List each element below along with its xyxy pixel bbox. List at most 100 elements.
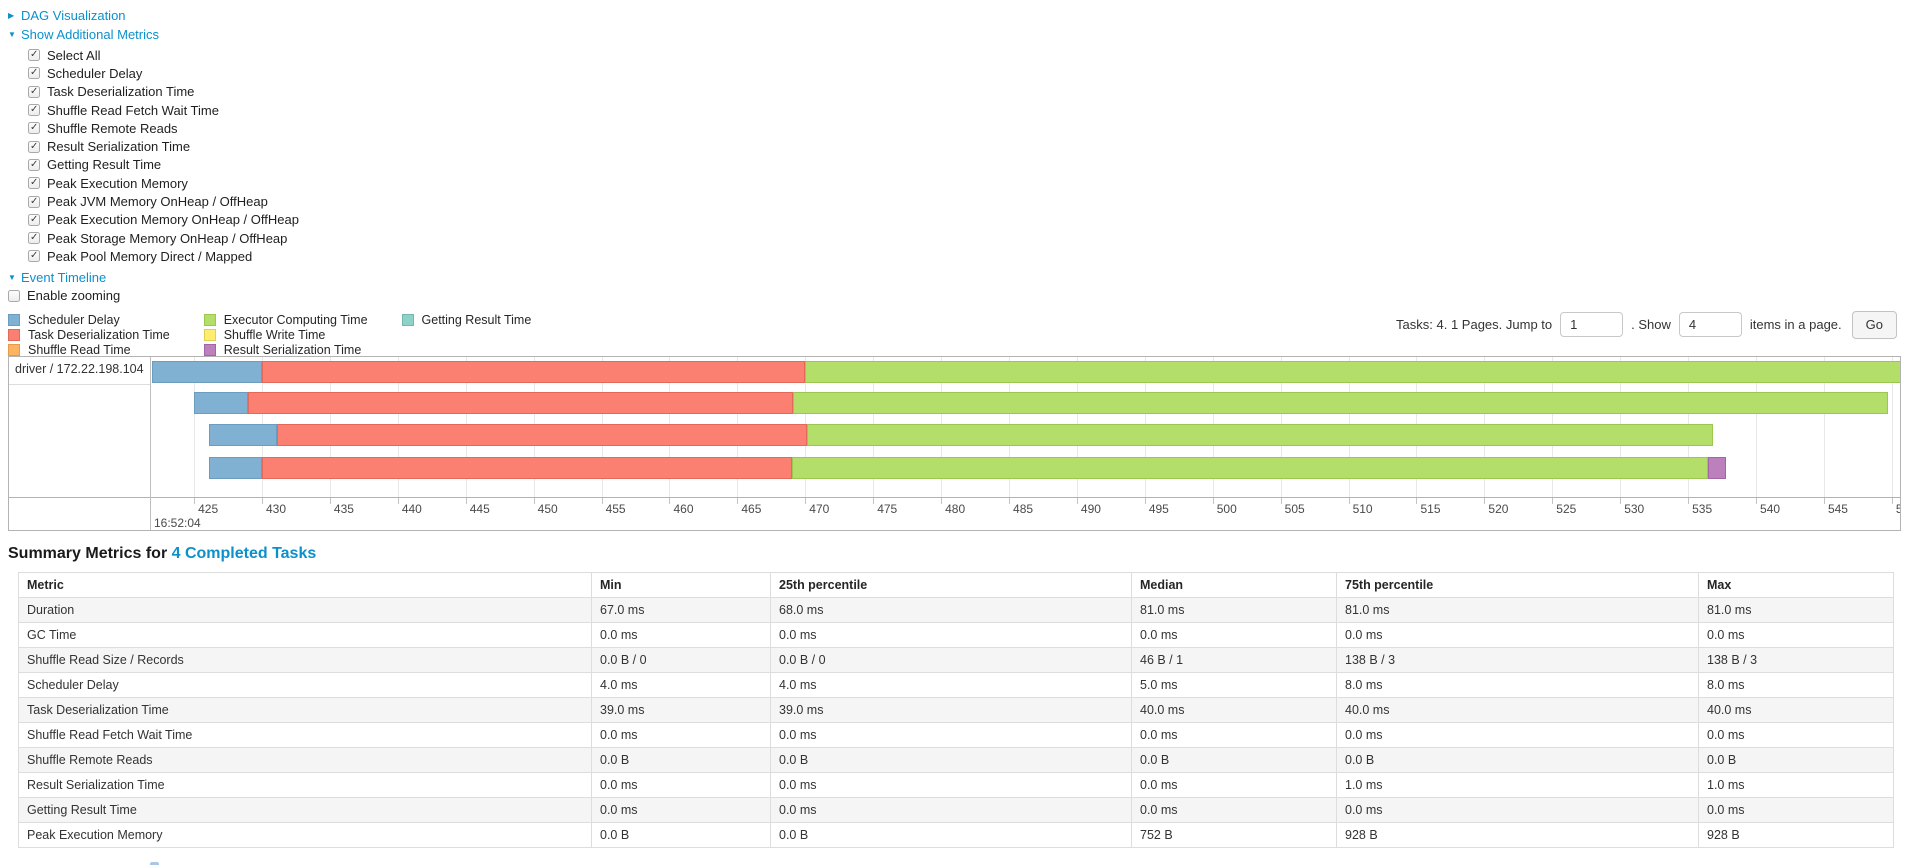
checkbox-peak-jvm-memory-onheap-offheap[interactable]: [28, 195, 40, 208]
enable-zooming-row: Enable zooming: [8, 287, 1907, 305]
task-bar-segment-scheduler_delay[interactable]: [152, 360, 262, 383]
metric-value-cell: 0.0 ms: [770, 721, 1132, 748]
timeline-group-column: driver / 172.22.198.104: [9, 356, 151, 530]
legend-label: Scheduler Delay: [28, 313, 120, 328]
checkbox-label: Shuffle Remote Reads: [47, 120, 178, 136]
task-bar-segment-scheduler_delay[interactable]: [209, 423, 277, 446]
axis-tick-label: 530: [1624, 501, 1645, 516]
task-bar-segment-task_deserialization[interactable]: [262, 360, 806, 383]
metric-value-cell: 0.0 B: [591, 746, 771, 773]
column-header-25th-percentile: 25th percentile: [770, 571, 1132, 598]
metric-value-cell: 81.0 ms: [1131, 596, 1337, 623]
summary-metrics-title: Summary Metrics for 4 Completed Tasks: [8, 545, 1907, 563]
checkbox-peak-pool-memory-direct-mapped[interactable]: [28, 250, 40, 263]
checkbox-label: Peak Pool Memory Direct / Mapped: [47, 248, 253, 264]
show-additional-metrics-link[interactable]: Show Additional Metrics: [21, 27, 160, 42]
task-bar-segment-executor_computing[interactable]: [793, 391, 1888, 414]
checkbox-label: Shuffle Read Fetch Wait Time: [47, 102, 219, 118]
legend-label: Shuffle Write Time: [223, 328, 326, 343]
checkbox-shuffle-remote-reads[interactable]: [28, 122, 40, 135]
checkbox-shuffle-read-fetch-wait-time[interactable]: [28, 104, 40, 117]
task-bar-segment-executor_computing[interactable]: [805, 360, 1900, 383]
table-row: Result Serialization Time 0.0 ms 0.0 ms 0.0…: [18, 771, 1894, 798]
axis-tick-mark: [329, 497, 331, 504]
axis-tick-label: 435: [333, 501, 354, 516]
axis-tick-mark: [1416, 497, 1418, 504]
axis-tick-mark: [1891, 497, 1893, 504]
axis-tick-label: 470: [809, 501, 830, 516]
task-bar-segment-task_deserialization[interactable]: [248, 391, 794, 414]
metric-name-cell: Task Deserialization Time: [18, 696, 592, 723]
checkbox-peak-execution-memory[interactable]: [28, 177, 40, 190]
axis-tick-label: 505: [1284, 501, 1305, 516]
axis-tick-mark: [262, 497, 263, 504]
checkbox-result-serialization-time[interactable]: [28, 140, 40, 153]
axis-tick-mark: [601, 497, 603, 504]
metric-value-cell: 0.0 B / 0: [591, 646, 771, 673]
task-bar-segment-scheduler_delay[interactable]: [194, 391, 249, 414]
gridline: [1891, 356, 1893, 497]
legend-item-task-deserialization-time: Task Deserialization Time: [8, 328, 170, 343]
task-bar-segment-scheduler_delay[interactable]: [209, 456, 262, 479]
dag-visualization-link[interactable]: DAG Visualization: [21, 8, 126, 23]
axis-tick-mark: [1009, 497, 1011, 504]
checkbox-peak-storage-memory-onheap-offheap[interactable]: [28, 232, 40, 245]
go-button[interactable]: Go: [1851, 310, 1897, 339]
event-timeline-toggle[interactable]: ▼ Event Timeline: [8, 268, 1907, 287]
metric-option: Getting Result Time: [28, 156, 1907, 174]
metric-value-cell: 0.0 ms: [1131, 721, 1337, 748]
checkbox-peak-execution-memory-onheap-offheap[interactable]: [28, 213, 40, 226]
metric-value-cell: 4.0 ms: [591, 671, 771, 698]
checkbox-label: Peak Storage Memory OnHeap / OffHeap: [47, 230, 288, 246]
checkbox-label: Peak Execution Memory OnHeap / OffHeap: [47, 212, 299, 228]
metric-value-cell: 40.0 ms: [1336, 696, 1699, 723]
getting-result-time-swatch-icon: [401, 314, 414, 327]
show-additional-metrics-toggle[interactable]: ▼ Show Additional Metrics: [8, 25, 1907, 44]
legend-label: Executor Computing Time: [223, 313, 368, 328]
metric-name-cell: Shuffle Read Size / Records: [18, 646, 592, 673]
task-bar-segment-task_deserialization[interactable]: [262, 456, 792, 479]
axis-tick-mark: [737, 497, 739, 504]
items-per-page-input[interactable]: [1678, 312, 1742, 338]
table-row: Peak Execution Memory 0.0 B 0.0 B 752 B 928 …: [18, 821, 1894, 848]
axis-tick-label: 495: [1148, 501, 1169, 516]
timeline-header: Scheduler Delay Task Deserialization Time…: [8, 309, 1899, 357]
checkbox-label: Result Serialization Time: [47, 139, 191, 155]
metric-value-cell: 0.0 B / 0: [770, 646, 1132, 673]
summary-title-text: Summary Metrics for: [8, 544, 172, 562]
task-bar-segment-executor_computing[interactable]: [806, 423, 1713, 446]
table-row: Shuffle Read Size / Records 0.0 B / 0 0.0 …: [18, 646, 1894, 673]
metric-value-cell: 0.0 ms: [1336, 721, 1699, 748]
axis-tick-mark: [1552, 497, 1554, 504]
task-bar-segment-task_deserialization[interactable]: [276, 423, 807, 446]
metric-option: Peak JVM Memory OnHeap / OffHeap: [28, 192, 1907, 210]
table-row: Duration 67.0 ms 68.0 ms 81.0 ms 81.0 ms 81.0…: [18, 596, 1894, 623]
task-bar-segment-executor_computing[interactable]: [791, 456, 1709, 479]
axis-tick-mark: [873, 497, 875, 504]
axis-tick-mark: [533, 497, 535, 504]
table-body: Duration 67.0 ms 68.0 ms 81.0 ms 81.0 ms 81.0…: [18, 596, 1894, 848]
axis-tick-label: 535: [1692, 501, 1713, 516]
checkbox-select-all[interactable]: [28, 49, 40, 62]
axis-tick-label: 460: [673, 501, 694, 516]
enable-zooming-checkbox[interactable]: [8, 289, 20, 302]
task-bar-segment-result_serialization[interactable]: [1708, 456, 1727, 479]
completed-tasks-link[interactable]: 4 Completed Tasks: [171, 544, 317, 562]
executor-computing-time-swatch-icon: [203, 314, 216, 327]
metric-value-cell: 0.0 ms: [1131, 771, 1337, 798]
metric-value-cell: 40.0 ms: [1698, 696, 1894, 723]
metric-value-cell: 0.0 B: [770, 821, 1132, 848]
checkbox-scheduler-delay[interactable]: [28, 67, 40, 80]
metric-option: Peak Storage Memory OnHeap / OffHeap: [28, 229, 1907, 247]
column-header-min: Min: [591, 571, 771, 598]
dag-visualization-toggle[interactable]: ▶ DAG Visualization: [8, 6, 1907, 25]
checkbox-task-deserialization-time[interactable]: [28, 85, 40, 98]
axis-tick-mark: [397, 497, 399, 504]
metric-option: Select All: [28, 46, 1907, 64]
jump-to-page-input[interactable]: [1560, 312, 1624, 338]
event-timeline-link[interactable]: Event Timeline: [21, 269, 107, 285]
checkbox-getting-result-time[interactable]: [28, 158, 40, 171]
legend-item-shuffle-write-time: Shuffle Write Time: [203, 328, 368, 343]
column-header-metric: Metric: [18, 571, 592, 598]
shuffle-read-time-swatch-icon: [8, 343, 20, 356]
